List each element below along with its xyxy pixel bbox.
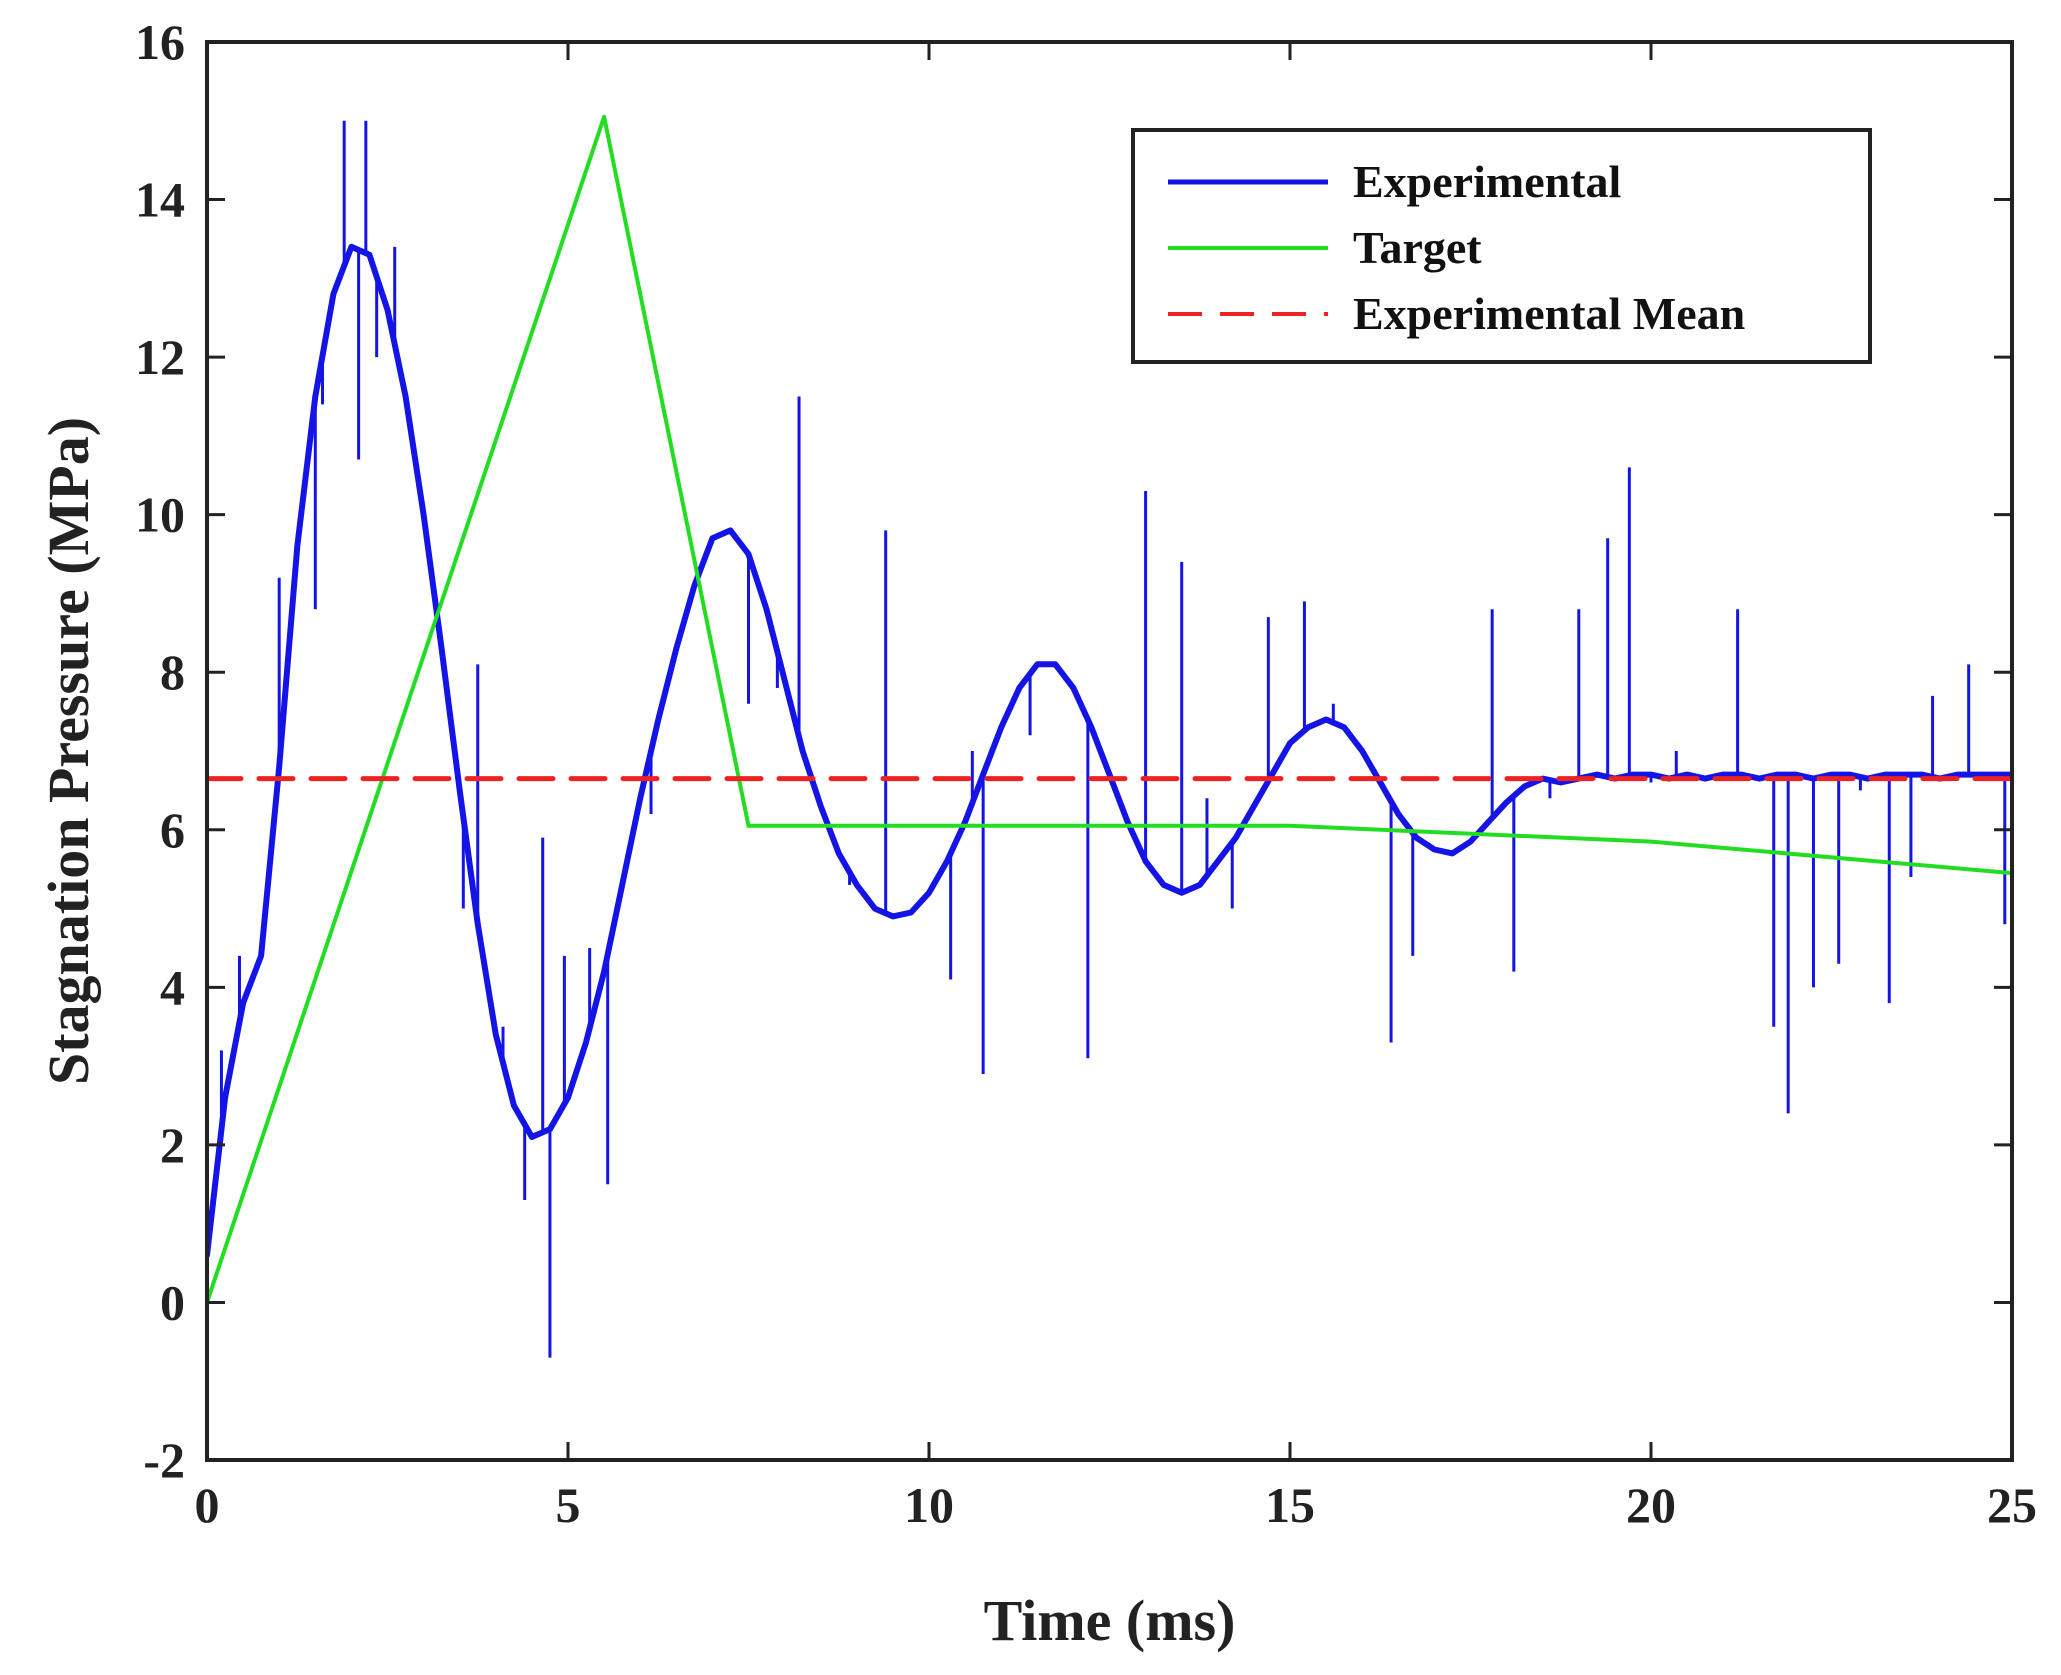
y-tick-label: 16 — [135, 14, 185, 70]
x-axis-title: Time (ms) — [984, 1588, 1236, 1653]
y-axis-title: Stagnation Pressure (MPa) — [36, 417, 101, 1085]
x-tick-label: 5 — [556, 1477, 581, 1533]
legend: Experimental Target Experimental Mean — [1131, 128, 1872, 364]
y-tick-label: 14 — [135, 172, 185, 228]
y-tick-label: 0 — [160, 1274, 185, 1330]
legend-label-experimental-mean: Experimental Mean — [1353, 288, 1745, 339]
y-tick-label: 8 — [160, 644, 185, 700]
plot-area — [207, 114, 2012, 1358]
x-tick-label: 15 — [1265, 1477, 1315, 1533]
y-tick-label: 4 — [160, 959, 185, 1015]
y-tick-label: 12 — [135, 329, 185, 385]
series-line-target — [207, 114, 2012, 1305]
y-tick-label: -2 — [143, 1432, 185, 1488]
x-tick-label: 20 — [1626, 1477, 1676, 1533]
legend-label-target: Target — [1353, 222, 1482, 273]
legend-label-experimental: Experimental — [1353, 156, 1621, 207]
axes-frame — [205, 40, 2014, 1462]
y-tick-label: 2 — [160, 1117, 185, 1173]
x-tick-label: 25 — [1987, 1477, 2037, 1533]
y-tick-label: 6 — [160, 802, 185, 858]
series-line-experimental — [207, 243, 2012, 1259]
x-tick-label: 10 — [904, 1477, 954, 1533]
y-tick-label: 10 — [135, 487, 185, 543]
x-tick-label: 0 — [195, 1477, 220, 1533]
